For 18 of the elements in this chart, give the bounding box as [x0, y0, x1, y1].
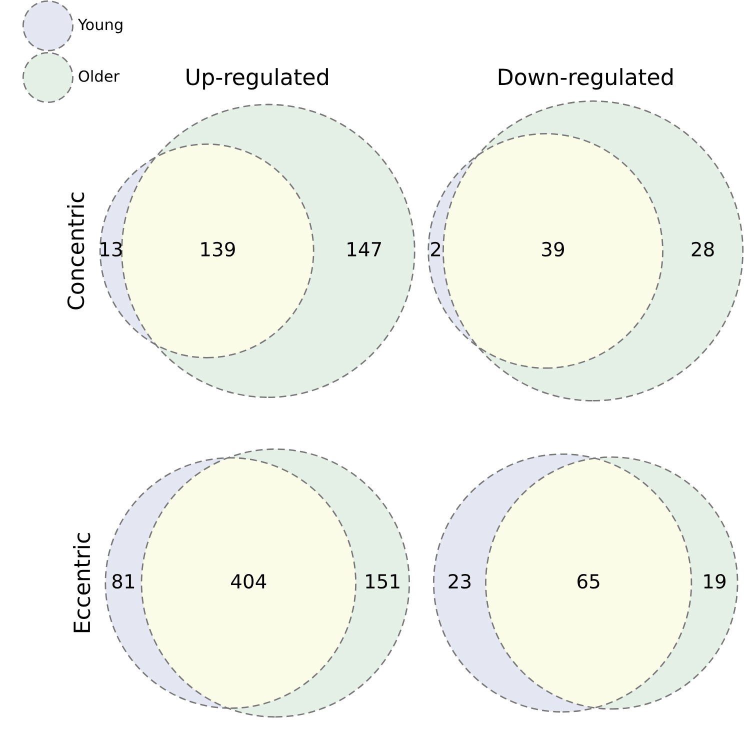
data-label: 151: [366, 574, 400, 589]
data-label: 139: [201, 242, 235, 257]
data-label: 404: [231, 574, 266, 589]
data-label: 147: [348, 242, 382, 256]
data-label: 23: [448, 574, 471, 589]
text: Young: [78, 18, 122, 34]
data-label: 39: [542, 242, 564, 257]
text: Eccentric: [73, 533, 90, 632]
data-label: 2: [431, 242, 440, 256]
text: Up-regulated: [186, 68, 328, 90]
data-label: 28: [692, 242, 714, 257]
text: Older: [78, 70, 120, 82]
text: Down-regulated: [498, 68, 672, 90]
data-label: 19: [704, 574, 726, 589]
text: Concentric: [66, 192, 84, 310]
data-label: 13: [100, 242, 122, 257]
data-label: 65: [578, 574, 600, 589]
data-label: 81: [112, 574, 134, 589]
